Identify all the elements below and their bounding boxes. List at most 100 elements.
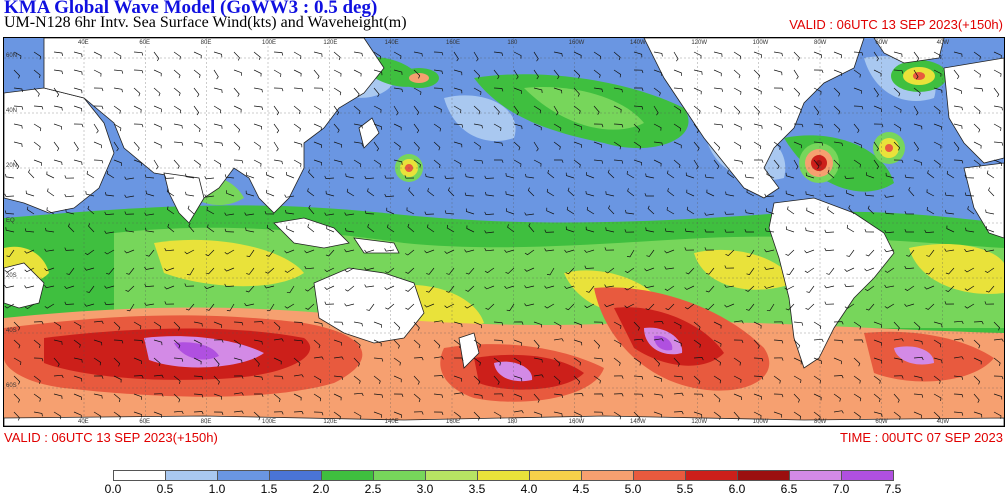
wind-barb [665,303,675,311]
wind-barb [993,411,1002,419]
wind-barb [233,105,242,113]
wind-barb [24,249,35,254]
wind-barb [904,210,915,215]
wind-barb [453,123,464,128]
wind-barb [673,87,684,92]
land-maritime-se-asia [273,217,350,249]
wind-barb [413,393,421,403]
wind-barb [864,285,875,292]
colorbar-label: 6.0 [728,482,746,496]
wind-barb [566,206,575,215]
wind-barb [925,267,935,275]
wind-barb [604,284,615,288]
wind-barb [824,193,835,197]
wind-barb [105,267,115,275]
wind-barb [773,411,783,418]
wind-barb [705,303,715,311]
wind-barb [253,159,262,167]
wind-barb [164,267,175,272]
wind-barb [13,339,21,349]
wind-barb [593,339,601,349]
wind-barb [553,357,561,367]
wind-barb [993,123,1002,131]
wind-barb [593,357,604,362]
wind-barb [753,141,762,150]
wind-barb [353,159,362,168]
wind-barb [924,229,935,233]
wind-barb [124,194,135,198]
wind-barb [384,248,395,252]
wind-barb [185,303,195,311]
wind-barb [873,87,879,98]
wind-barb [833,141,843,147]
wind-barb [153,411,162,418]
wind-barb [24,285,35,289]
wind-barb [733,393,742,400]
wind-barb [113,393,121,403]
wind-barb [244,212,255,216]
wind-barb [73,123,84,128]
wind-barb [173,87,181,97]
wind-barb [613,51,621,61]
colorbar-segment [321,470,374,481]
wind-barb [853,123,860,133]
wind-barb [473,123,483,129]
lat-label: 20N [6,163,17,169]
wind-barb [893,411,901,420]
wind-barb [633,321,640,331]
wind-barb [13,69,21,79]
wind-barb [513,393,522,400]
lon-label: 160E [446,40,460,46]
wind-barb [153,123,162,131]
wind-barb [813,141,824,146]
wind-barb [593,375,601,384]
wind-barb [493,411,502,420]
wind-barb [753,411,762,419]
wind-barb [164,175,175,179]
wind-barb [893,141,901,151]
land-south-america [768,197,895,369]
wind-barb [866,172,875,179]
wind-barb [393,87,403,93]
wind-barb [244,303,255,307]
wind-barb [493,375,500,385]
wind-barb [465,208,475,215]
wind-barb [93,141,102,149]
wind-barb [444,249,455,254]
wind-barb [666,206,675,215]
wind-barb [504,249,515,253]
wind-barb [527,187,535,197]
colorbar-label: 0.0 [104,482,122,496]
wind-barb [553,87,563,94]
wind-barb [5,173,15,179]
wind-barb [367,223,375,233]
wind-barb [353,357,360,367]
wind-barb [427,188,435,197]
lat-label: 40S [6,328,17,334]
wind-barb [693,339,701,348]
wind-barb [713,51,723,57]
wind-barb [805,172,815,179]
wind-barb [533,51,539,62]
wind-barb [833,375,844,379]
wind-barb [973,123,981,133]
wind-barb [806,285,815,293]
wind-barb [453,105,462,113]
wind-barb [313,87,324,92]
wind-barb [884,229,895,234]
wind-barb [93,393,103,399]
wind-barb [533,411,543,418]
wind-barb [933,51,942,59]
wind-barb [685,172,695,179]
wind-barb [945,267,955,275]
wind-barb [893,105,902,113]
wind-barb [333,339,343,346]
wind-barb [713,321,722,329]
wind-barb [547,169,555,179]
wind-barb [93,51,102,59]
wind-barb [93,159,104,164]
wind-barb [584,249,595,253]
wind-barb [507,224,515,233]
wind-barb [307,188,315,197]
wind-barb [984,248,995,252]
